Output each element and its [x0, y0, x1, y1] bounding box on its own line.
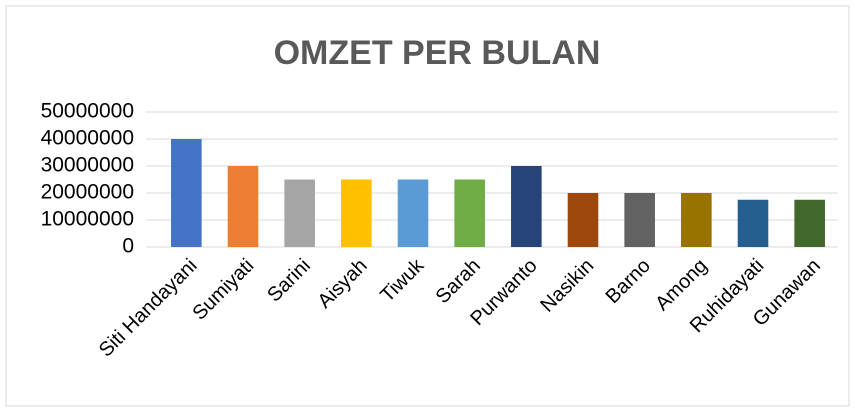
bar: [454, 179, 485, 247]
bar: [397, 179, 429, 247]
y-tick-label: 40000000: [41, 127, 134, 150]
bar: [511, 166, 542, 247]
bar: [794, 199, 825, 247]
y-tick-label: 50000000: [41, 100, 134, 123]
bar: [341, 179, 372, 247]
y-tick-label: 10000000: [41, 208, 134, 231]
y-tick-label: 0: [122, 235, 134, 258]
bar: [567, 193, 599, 247]
bar: [624, 193, 655, 247]
bar: [171, 139, 202, 247]
bar: [737, 199, 769, 247]
y-tick-label: 30000000: [41, 154, 134, 177]
chart-title: OMZET PER BULAN: [274, 34, 601, 72]
y-tick-label: 20000000: [41, 181, 134, 204]
bar: [681, 193, 712, 247]
bar: [284, 179, 315, 247]
bar: [227, 166, 259, 247]
